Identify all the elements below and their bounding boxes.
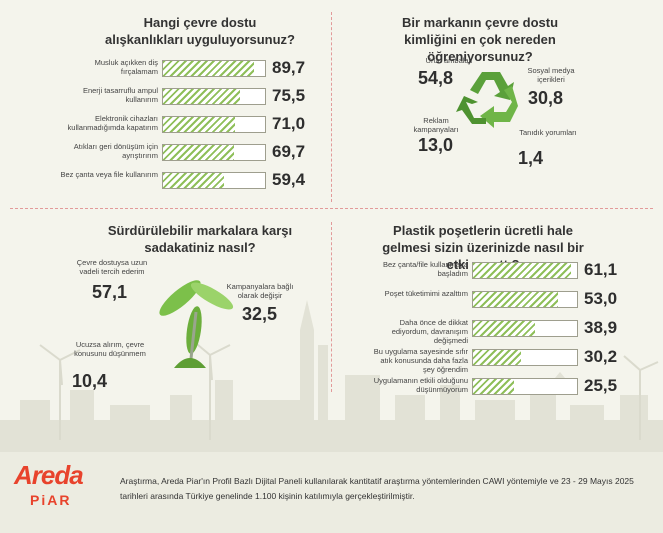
panel3-label-1: Kampanyalara bağlı olarak değişir	[226, 282, 294, 300]
panel1-label-2: Elektronik cihazları kullanmadığımda kap…	[67, 114, 158, 132]
panel1-label-4: Bez çanta veya file kullanırım	[60, 170, 158, 179]
panel4-bar-track-4	[472, 378, 578, 395]
panel1-bar-track-3	[162, 144, 266, 161]
panel4-label-3: Bu uygulama sayesinde sıfır atık konusun…	[373, 347, 468, 374]
vertical-divider-bottom	[331, 222, 332, 392]
panel1-label-0: Musluk açıkken diş fırçalamam	[94, 58, 158, 76]
panel4-bar-track-0	[472, 262, 578, 279]
panel1-bar-1	[163, 89, 240, 104]
panel2-value-2: 13,0	[418, 135, 454, 155]
panel1-value-3: 69,7	[272, 142, 306, 161]
panel1-bar-4	[163, 173, 224, 188]
panel2-label-2: Reklam kampanyaları	[413, 116, 459, 134]
panel2-label-1: Sosyal medya içerikleri	[527, 66, 575, 84]
panel4-bar-track-3	[472, 349, 578, 366]
panel4-bar-2	[473, 321, 536, 336]
panel4-bar-track-1	[472, 291, 578, 308]
panel4-label-0: Bez çanta/file kullanmaya başladım	[382, 260, 468, 278]
horizontal-divider	[10, 208, 653, 209]
panel2-title: Bir markanın çevre dostu kimliğini en ço…	[401, 15, 559, 64]
panel1-label-1: Enerji tasarruflu ampul kullanırım	[82, 86, 158, 104]
panel1-bar-3	[163, 145, 235, 160]
panel4-value-1: 53,0	[584, 289, 618, 308]
panel3-title: Sürdürülebilir markalara karşı sadakatin…	[107, 223, 293, 255]
panel4-label-4: Uygulamanın etkili olduğunu düşünmüyorum	[373, 376, 468, 394]
panel4-bar-0	[473, 263, 571, 278]
panel1-bar-track-4	[162, 172, 266, 189]
footnote-line2: tarihleri arasında Türkiye genelinde 1.1…	[120, 491, 415, 501]
panel4-value-0: 61,1	[584, 260, 618, 279]
panel1-bar-track-2	[162, 116, 266, 133]
panel3-label-2: Ucuzsa alırım, çevre konusunu düşünmem	[74, 340, 146, 358]
panel1-bar-2	[163, 117, 236, 132]
panel1-title: Hangi çevre dostu alışkanlıkları uyguluy…	[105, 15, 295, 47]
panel1-bar-track-1	[162, 88, 266, 105]
panel1-value-2: 71,0	[272, 114, 306, 133]
panel1-value-4: 59,4	[272, 170, 306, 189]
recycle-icon	[456, 72, 518, 128]
panel2-label-3: Tanıdık yorumları	[519, 128, 577, 137]
panel1-bar-0	[163, 61, 255, 76]
panel2-value-1: 30,8	[528, 88, 564, 108]
wind-turbine-icon	[159, 280, 234, 369]
panel4-bar-4	[473, 379, 514, 394]
panel1-bar-track-0	[162, 60, 266, 77]
panel3-label-0: Çevre dostuysa uzun vadeli tercih ederim	[76, 258, 148, 276]
panel4-value-4: 25,5	[584, 376, 618, 395]
panel3-value-0: 57,1	[92, 282, 128, 302]
piar-logo: PiAR	[30, 492, 72, 508]
panel2-label-0: Ürün ambalajı	[425, 56, 473, 65]
panel4-value-3: 30,2	[584, 347, 618, 366]
areda-logo: Areda	[14, 460, 84, 490]
panel1-value-0: 89,7	[272, 58, 306, 77]
panel4-bar-3	[473, 350, 522, 365]
panel1-value-1: 75,5	[272, 86, 306, 105]
panel4-bar-track-2	[472, 320, 578, 337]
panel3-value-2: 10,4	[72, 371, 108, 391]
panel2-value-0: 54,8	[418, 68, 454, 88]
panel4-bar-1	[473, 292, 558, 307]
panel4-label-1: Poşet tüketimimi azalttım	[384, 289, 468, 298]
panel4-value-2: 38,9	[584, 318, 618, 337]
footer	[0, 452, 663, 533]
panel4-label-2: Daha önce de dikkat ediyordum, davranışı…	[391, 318, 468, 345]
panel2-value-3: 1,4	[518, 148, 544, 168]
panel1-label-3: Atıkları geri dönüşüm için ayrıştırırım	[73, 142, 158, 160]
panel3-value-1: 32,5	[242, 304, 278, 324]
footnote-line1: Araştırma, Areda Piar'ın Profil Bazlı Di…	[120, 476, 634, 486]
vertical-divider-top	[331, 12, 332, 202]
footnote: Araştırma, Areda Piar'ın Profil Bazlı Di…	[120, 474, 640, 504]
